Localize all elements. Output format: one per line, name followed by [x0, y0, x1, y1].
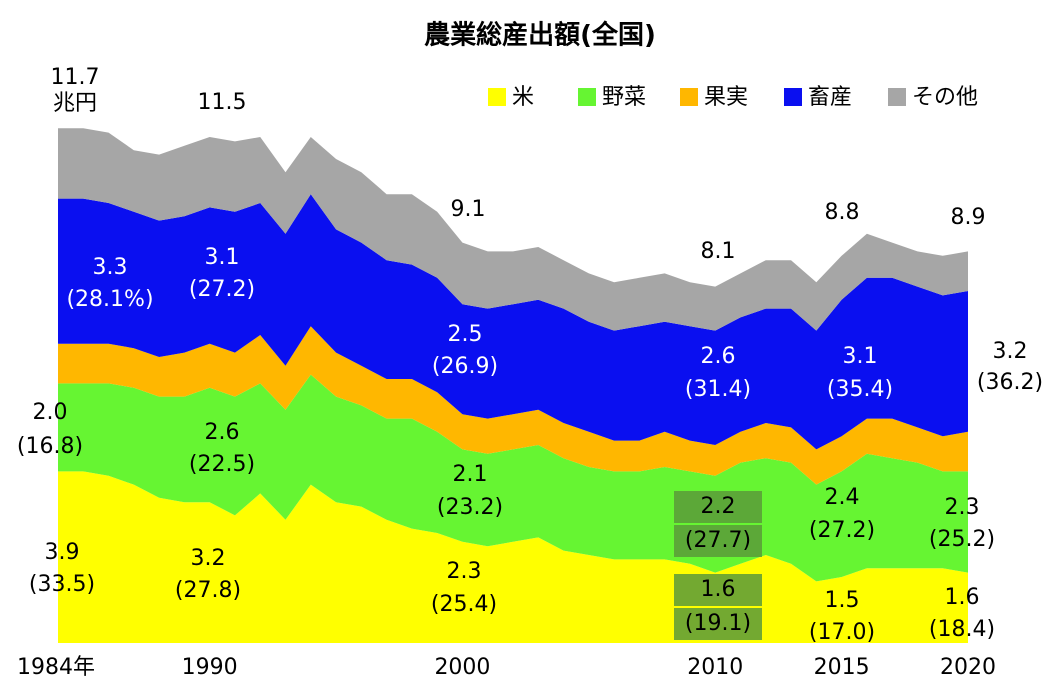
annotation: (23.2) [437, 495, 503, 520]
x-tick-label: 2010 [687, 655, 743, 680]
annotation: (28.1%) [66, 287, 153, 312]
highlight-box [674, 525, 762, 557]
annotation: 8.8 [825, 200, 860, 225]
legend-label: その他 [912, 85, 978, 110]
annotation: (27.2) [809, 518, 875, 543]
annotation: 2.1 [453, 462, 488, 487]
annotation: (26.9) [432, 354, 498, 379]
area [58, 326, 968, 485]
legend-swatch [888, 88, 906, 106]
highlight-box [674, 491, 762, 523]
annotation: (16.8) [17, 434, 83, 459]
annotation: 8.1 [701, 239, 736, 264]
x-tick-label: 2015 [814, 655, 870, 680]
annotation: 3.1 [843, 344, 878, 369]
annotation: (17.0) [809, 620, 875, 645]
x-tick-label: 2000 [434, 655, 490, 680]
x-tick-label: 2020 [940, 655, 996, 680]
legend-label: 野菜 [602, 85, 646, 110]
annotation: 2.5 [448, 322, 483, 347]
annotation: (36.2) [977, 370, 1043, 395]
legend-swatch [578, 88, 596, 106]
annotation: 11.7 [51, 65, 100, 90]
annotation: (35.4) [827, 377, 893, 402]
legend-swatch [680, 88, 698, 106]
legend-swatch [488, 88, 506, 106]
annotation: 3.2 [191, 546, 226, 571]
annotation: 1.6 [701, 577, 736, 602]
annotation: 2.6 [205, 420, 240, 445]
annotation: (27.8) [175, 578, 241, 603]
annotation: 3.2 [993, 339, 1028, 364]
annotation: 2.6 [701, 344, 736, 369]
annotation: 8.9 [951, 205, 986, 230]
x-tick-label: 1984年 [17, 655, 95, 680]
highlight-box [674, 574, 762, 606]
annotation: (27.2) [189, 277, 255, 302]
annotation: 9.1 [451, 197, 486, 222]
legend-label: 畜産 [808, 85, 852, 110]
annotation: 2.4 [825, 485, 860, 510]
annotation: 2.3 [945, 495, 980, 520]
annotation: 1.6 [945, 585, 980, 610]
annotation: (25.4) [431, 592, 497, 617]
annotation: (27.7) [685, 528, 751, 553]
legend-label: 米 [512, 85, 534, 110]
annotation: (19.1) [685, 611, 751, 636]
annotation: 3.1 [205, 245, 240, 270]
annotation: 2.0 [33, 400, 68, 425]
annotation: 3.3 [93, 255, 128, 280]
chart-title: 農業総産出額(全国) [424, 20, 656, 51]
annotation: (33.5) [29, 572, 95, 597]
legend-label: 果実 [704, 85, 748, 110]
annotation: (22.5) [189, 452, 255, 477]
annotation: (25.2) [929, 527, 995, 552]
highlight-box [674, 608, 762, 640]
area [58, 194, 968, 450]
annotation: 3.9 [45, 540, 80, 565]
area [58, 128, 968, 331]
annotation: 2.2 [701, 494, 736, 519]
annotation: 11.5 [198, 90, 247, 115]
annotation: 1.5 [825, 588, 860, 613]
annotation: 兆円 [53, 91, 97, 116]
annotation: (18.4) [929, 617, 995, 642]
annotation: 2.3 [447, 559, 482, 584]
x-tick-label: 1990 [182, 655, 238, 680]
annotation: (31.4) [685, 377, 751, 402]
legend-swatch [784, 88, 802, 106]
